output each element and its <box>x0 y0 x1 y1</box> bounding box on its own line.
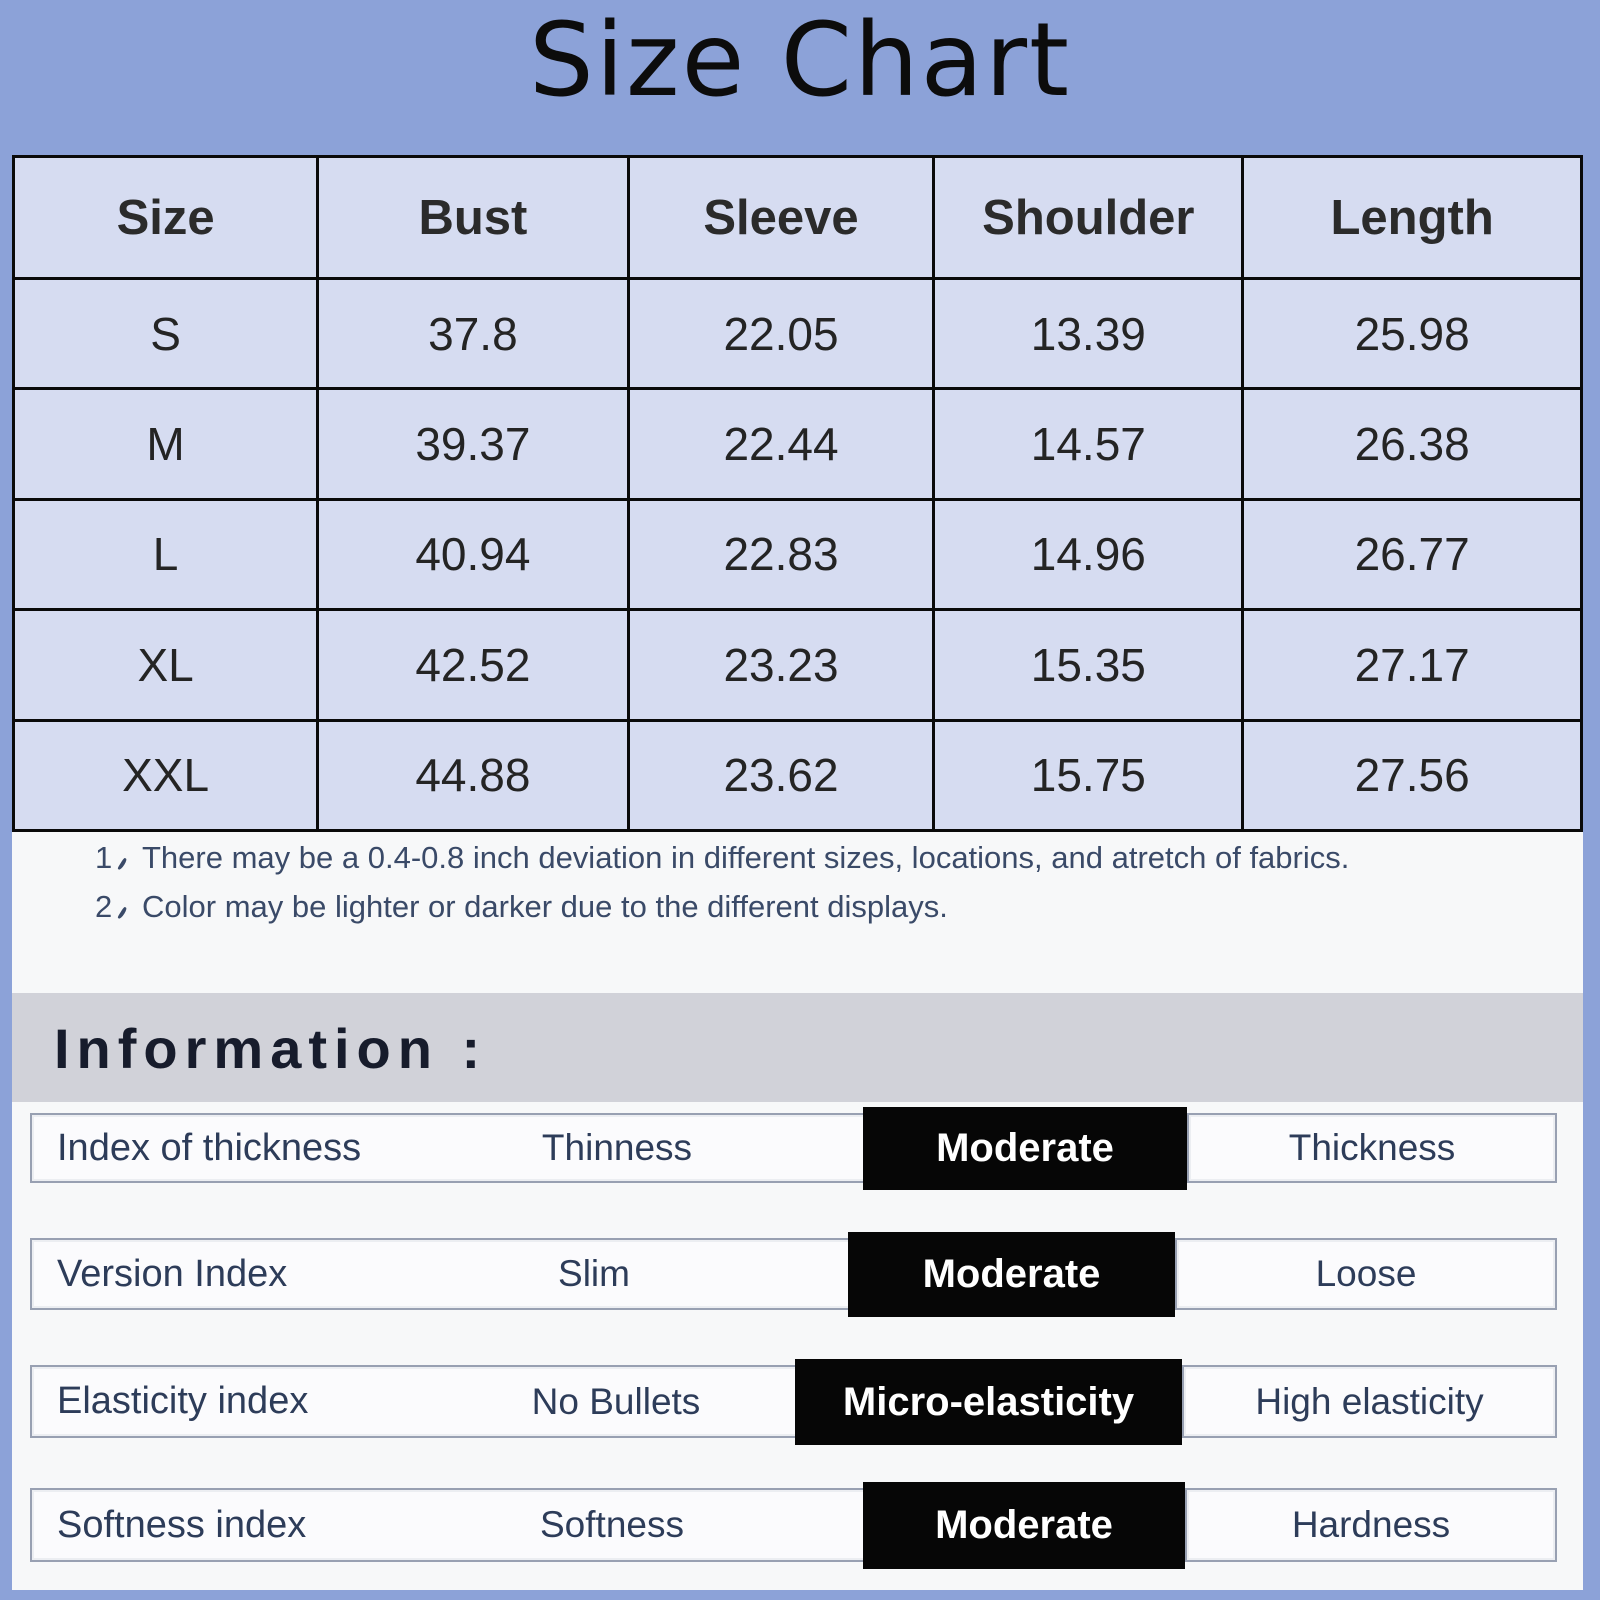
size-chart-table: Size Bust Sleeve Shoulder Length S 37.8 … <box>11 155 1583 833</box>
cell-value: 27.56 <box>1241 718 1583 833</box>
cell-value: 14.96 <box>932 497 1245 612</box>
table-row: XXL 44.88 23.62 15.75 27.56 <box>11 718 1583 833</box>
cell-value: 27.17 <box>1241 608 1583 722</box>
cell-size: XXL <box>11 718 320 833</box>
cell-size: XL <box>11 608 320 722</box>
info-row-label: Softness index <box>57 1503 307 1546</box>
ideographic-comma-icon <box>117 906 128 920</box>
page-title: Size Chart <box>528 1 1072 120</box>
cell-value: 23.62 <box>626 718 936 833</box>
info-row-version: Version Index Slim Moderate Loose <box>30 1232 1557 1317</box>
cell-value: 42.52 <box>316 608 630 722</box>
info-row-elasticity: Elasticity index No Bullets Micro-elasti… <box>30 1359 1557 1445</box>
ideographic-comma-icon <box>117 857 128 871</box>
cell-value: 23.23 <box>626 608 936 722</box>
info-row-label: Elasticity index <box>57 1380 309 1422</box>
table-row: M 39.37 22.44 14.57 26.38 <box>11 387 1583 501</box>
info-option-high: High elasticity <box>1182 1365 1557 1438</box>
cell-size: S <box>11 276 320 391</box>
cell-value: 14.57 <box>932 387 1245 501</box>
cell-size: L <box>11 497 320 612</box>
table-row: L 40.94 22.83 14.96 26.77 <box>11 497 1583 612</box>
info-option-low: No Bullets <box>531 1380 701 1422</box>
info-option-selected: Micro-elasticity <box>795 1359 1182 1445</box>
note-text: Color may be lighter or darker due to th… <box>142 889 948 924</box>
cell-value: 13.39 <box>932 276 1245 391</box>
info-option-selected: Moderate <box>863 1482 1185 1569</box>
column-header-length: Length <box>1241 155 1583 280</box>
info-option-high: Thickness <box>1187 1113 1557 1183</box>
info-option-high: Hardness <box>1185 1488 1557 1562</box>
info-option-high: Loose <box>1175 1238 1557 1310</box>
cell-value: 22.05 <box>626 276 936 391</box>
cell-value: 39.37 <box>316 387 630 501</box>
note-text: There may be a 0.4-0.8 inch deviation in… <box>142 840 1350 875</box>
table-row: XL 42.52 23.23 15.35 27.17 <box>11 608 1583 722</box>
cell-value: 37.8 <box>316 276 630 391</box>
information-heading: Information : <box>54 1017 488 1080</box>
note-line-1: 1 There may be a 0.4-0.8 inch deviation i… <box>95 833 1535 882</box>
cell-value: 26.77 <box>1241 497 1583 612</box>
info-option-low: Slim <box>558 1253 630 1294</box>
column-header-sleeve: Sleeve <box>626 155 936 280</box>
table-header-row: Size Bust Sleeve Shoulder Length <box>11 155 1583 280</box>
cell-value: 44.88 <box>316 718 630 833</box>
table-row: S 37.8 22.05 13.39 25.98 <box>11 276 1583 391</box>
notes-list: 1 There may be a 0.4-0.8 inch deviation i… <box>95 833 1535 931</box>
cell-value: 15.75 <box>932 718 1245 833</box>
note-line-2: 2 Color may be lighter or darker due to t… <box>95 882 1535 931</box>
cell-value: 22.44 <box>626 387 936 501</box>
column-header-bust: Bust <box>316 155 630 280</box>
info-option-selected: Moderate <box>863 1107 1187 1190</box>
cell-size: M <box>11 387 320 501</box>
information-band: Information : <box>12 993 1583 1102</box>
cell-value: 15.35 <box>932 608 1245 722</box>
cell-value: 25.98 <box>1241 276 1583 391</box>
cell-value: 40.94 <box>316 497 630 612</box>
note-number: 1 <box>95 840 113 875</box>
info-option-selected: Moderate <box>848 1232 1175 1317</box>
info-row-label: Index of thickness <box>57 1126 362 1169</box>
info-row-softness: Softness index Softness Moderate Hardnes… <box>30 1482 1557 1569</box>
cell-value: 26.38 <box>1241 387 1583 501</box>
cell-value: 22.83 <box>626 497 936 612</box>
info-row-label: Version Index <box>57 1252 288 1295</box>
column-header-shoulder: Shoulder <box>932 155 1245 280</box>
column-header-size: Size <box>11 155 320 280</box>
info-option-low: Softness <box>540 1504 684 1545</box>
note-number: 2 <box>95 889 113 924</box>
info-row-thickness: Index of thickness Thinness Moderate Thi… <box>30 1107 1557 1190</box>
info-option-low: Thinness <box>541 1127 693 1168</box>
